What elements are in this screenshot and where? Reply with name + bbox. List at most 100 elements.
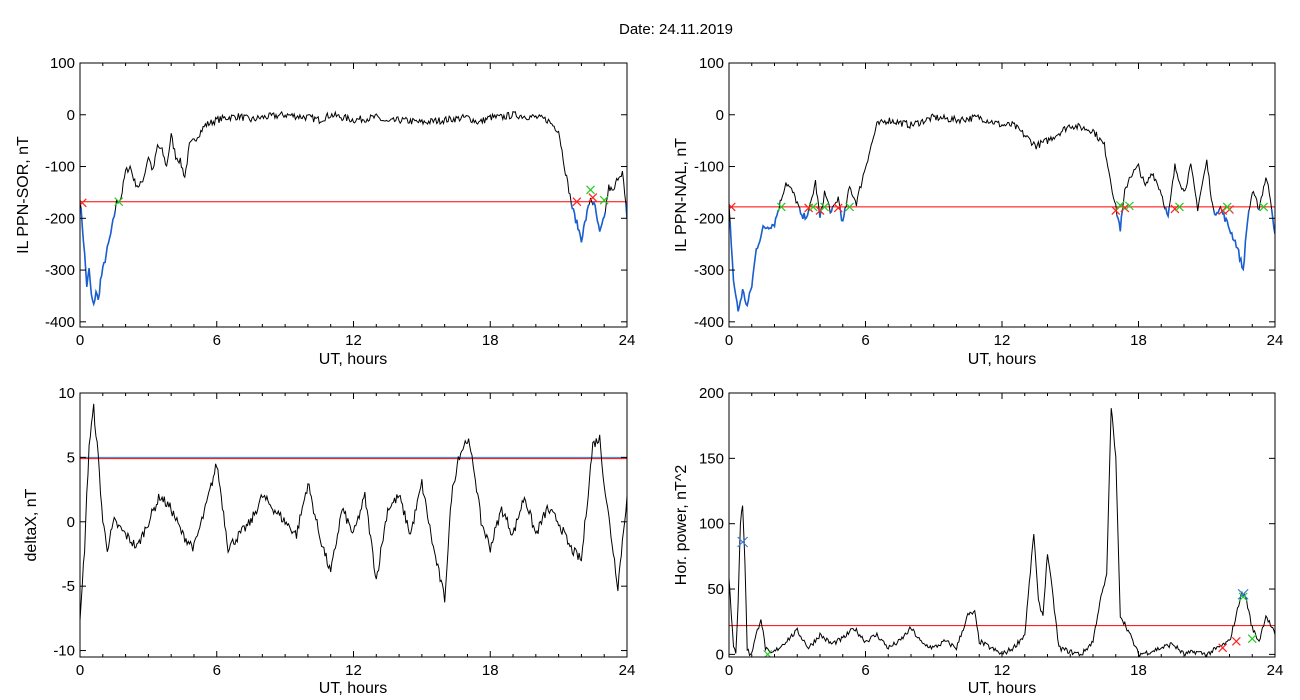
page-title: Date: 24.11.2019 <box>619 21 733 38</box>
x-tick-label: 12 <box>345 332 362 349</box>
event-end-marker <box>1238 592 1248 602</box>
x-tick-label: 18 <box>1130 332 1147 349</box>
plot-area <box>80 403 627 621</box>
x-tick-label: 24 <box>1267 662 1284 679</box>
x-tick-label: 12 <box>345 662 362 679</box>
x-tick-label: 6 <box>213 332 221 349</box>
panel-il-nal: 0 6 12 18 24 100 0 -100 -200 -300 -400 UT, hours I… <box>673 55 1283 368</box>
event-start-marker <box>1120 203 1130 213</box>
x-tick-label: 12 <box>994 662 1011 679</box>
y-tick-label: -10 <box>53 643 75 660</box>
below-threshold-segment <box>1270 208 1275 234</box>
x-tick-label: 0 <box>76 332 84 349</box>
event-end-marker <box>1124 201 1134 211</box>
y-tick-label: 200 <box>699 385 724 402</box>
y-axis-label: Hor. power, nT^2 <box>673 465 690 586</box>
event-peak-marker <box>737 536 749 548</box>
y-tick-label: -300 <box>45 262 75 279</box>
plot-area <box>80 110 627 307</box>
axes-frame <box>728 62 1276 328</box>
y-axis-label: IL PPN-SOR, nT <box>15 136 32 254</box>
event-start-marker <box>729 202 736 212</box>
y-tick-label: 0 <box>716 646 724 663</box>
event-end-marker <box>1247 634 1257 644</box>
event-end-marker <box>599 195 609 205</box>
y-tick-label: -200 <box>45 210 75 227</box>
event-start-marker <box>80 198 87 208</box>
x-axis-label: UT, hours <box>968 680 1036 697</box>
event-end-marker <box>1115 200 1125 210</box>
below-threshold-segment <box>1257 207 1260 211</box>
series-line <box>729 113 1275 312</box>
event-start-marker <box>588 193 598 203</box>
event-end-marker <box>586 185 595 195</box>
x-tick-label: 18 <box>482 332 499 349</box>
x-tick-label: 24 <box>619 662 636 679</box>
x-tick-label: 12 <box>994 332 1011 349</box>
event-end-marker <box>1175 202 1184 212</box>
below-threshold-segment <box>1164 206 1170 219</box>
x-tick-label: 0 <box>725 332 733 349</box>
plot-area <box>729 408 1275 657</box>
event-end-marker <box>1222 202 1232 212</box>
series-line <box>80 110 627 306</box>
event-start-marker <box>815 206 825 215</box>
y-tick-label: 0 <box>716 107 724 124</box>
event-start-marker <box>1231 636 1241 646</box>
y-tick-label: 10 <box>58 385 75 402</box>
y-tick-label: 0 <box>67 107 75 124</box>
x-tick-label: 6 <box>861 662 869 679</box>
below-threshold-segment <box>80 208 117 307</box>
x-tick-label: 6 <box>213 662 221 679</box>
below-threshold-segment <box>829 206 834 214</box>
panel-deltax: 0 6 12 18 24 10 5 0 -5 -10 UT, hours deltaX, nT <box>23 385 635 697</box>
y-tick-label: -100 <box>694 159 724 176</box>
axes-frame <box>79 62 628 328</box>
y-tick-label: -5 <box>62 578 75 595</box>
y-tick-label: 100 <box>699 516 724 533</box>
event-peak-marker <box>1237 588 1249 600</box>
below-threshold-segment <box>570 203 591 243</box>
ticks: 0 6 12 18 24 100 0 -100 -200 -300 -400 <box>694 55 1283 349</box>
plot-area <box>729 113 1275 312</box>
event-start-marker <box>1170 204 1180 214</box>
y-tick-label: 100 <box>699 55 724 72</box>
y-axis-label: IL PPN-NAL, nT <box>673 138 690 252</box>
event-start-marker <box>833 203 843 213</box>
event-end-marker <box>808 202 818 212</box>
y-tick-label: -400 <box>45 314 75 331</box>
below-threshold-segment <box>798 207 810 221</box>
ticks: 0 6 12 18 24 200 150 100 50 0 <box>699 385 1283 679</box>
below-threshold-segment <box>729 209 780 312</box>
event-end-marker <box>763 649 773 657</box>
x-axis-label: UT, hours <box>319 351 387 368</box>
y-tick-label: -200 <box>694 210 724 227</box>
below-threshold-segment <box>1116 209 1124 232</box>
y-tick-label: -100 <box>45 159 75 176</box>
series-line <box>729 408 1275 657</box>
below-threshold-segment <box>592 200 607 232</box>
below-threshold-segment <box>839 207 846 222</box>
below-threshold-segment <box>1220 209 1250 272</box>
below-threshold-segment <box>1212 208 1221 217</box>
x-tick-label: 18 <box>482 662 499 679</box>
axes-frame <box>79 392 628 658</box>
panel-hor-power: 0 6 12 18 24 200 150 100 50 0 UT, hours Hor. powe… <box>673 385 1283 697</box>
ticks: 0 6 12 18 24 10 5 0 -5 -10 <box>53 385 635 679</box>
event-end-marker <box>1259 202 1269 212</box>
event-end-marker <box>776 202 786 212</box>
x-tick-label: 18 <box>1130 662 1147 679</box>
y-tick-label: -300 <box>694 262 724 279</box>
x-tick-label: 24 <box>1267 332 1284 349</box>
event-start-marker <box>1218 643 1228 653</box>
panel-il-sor: 0 6 12 18 24 100 0 -100 -200 -300 -400 UT, hours I… <box>15 55 635 368</box>
event-start-marker <box>572 197 582 207</box>
series-line <box>80 403 627 621</box>
event-end-marker <box>820 202 829 212</box>
axes-frame <box>728 392 1276 658</box>
y-tick-label: -400 <box>694 314 724 331</box>
x-tick-label: 0 <box>76 662 84 679</box>
ticks: 0 6 12 18 24 100 0 -100 -200 -300 -400 <box>45 55 635 349</box>
x-axis-label: UT, hours <box>319 680 387 697</box>
